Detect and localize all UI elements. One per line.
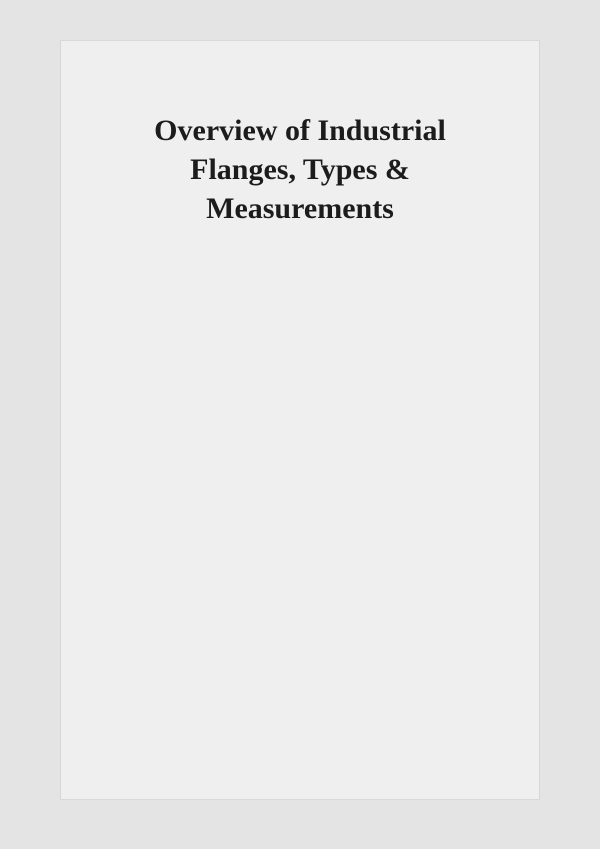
document-page: Overview of Industrial Flanges, Types & … — [60, 40, 540, 800]
page-title: Overview of Industrial Flanges, Types & … — [101, 111, 499, 228]
